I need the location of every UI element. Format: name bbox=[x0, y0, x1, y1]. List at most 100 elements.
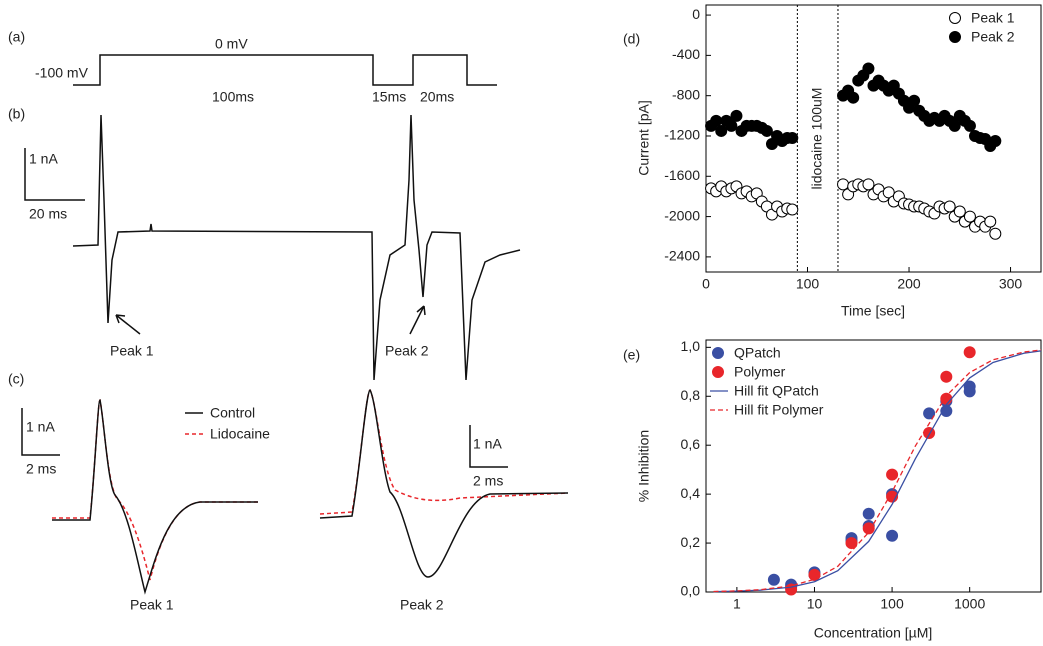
data-point bbox=[940, 370, 953, 383]
data-point bbox=[886, 529, 899, 542]
scale-bar bbox=[21, 408, 60, 456]
control-trace bbox=[319, 389, 569, 578]
scale-bar bbox=[24, 148, 85, 201]
y-axis-title: Current [pA] bbox=[636, 100, 652, 175]
data-point bbox=[710, 114, 723, 127]
duration-label: 100ms bbox=[212, 89, 254, 105]
data-point bbox=[862, 522, 875, 535]
data-point bbox=[923, 407, 936, 420]
legend-marker bbox=[712, 347, 724, 359]
holding-label: -100 mV bbox=[35, 65, 89, 81]
y-tick-label: -400 bbox=[672, 46, 700, 62]
arrow bbox=[409, 305, 426, 335]
data-point bbox=[730, 109, 743, 122]
plot-frame bbox=[705, 339, 1042, 593]
duration-label: 20ms bbox=[420, 89, 454, 105]
scale-label: 1 nA bbox=[29, 151, 58, 167]
legend-label: Lidocaine bbox=[210, 426, 270, 442]
peak-label: Peak 1 bbox=[130, 597, 174, 613]
data-point bbox=[845, 537, 858, 550]
data-point bbox=[886, 468, 899, 481]
x-tick-label: 200 bbox=[897, 276, 921, 292]
y-tick-label: -2000 bbox=[664, 207, 700, 223]
peak-label: Peak 1 bbox=[110, 343, 154, 359]
data-point bbox=[963, 210, 976, 223]
scale-label: 20 ms bbox=[29, 206, 67, 222]
scale-bar bbox=[469, 425, 508, 468]
y-tick-label: -2400 bbox=[664, 248, 700, 264]
step-label: 0 mV bbox=[215, 36, 248, 52]
data-point bbox=[862, 507, 875, 520]
data-point bbox=[725, 119, 738, 132]
scale-label: 2 ms bbox=[26, 461, 56, 477]
legend-label: QPatch bbox=[734, 345, 781, 361]
x-tick-label: 10 bbox=[807, 596, 823, 612]
legend-label: Polymer bbox=[734, 364, 786, 380]
data-point bbox=[786, 131, 799, 144]
panel-label: (c) bbox=[8, 371, 24, 387]
legend-marker bbox=[712, 366, 724, 378]
data-point bbox=[837, 178, 850, 191]
data-point bbox=[862, 178, 875, 191]
legend-label: Control bbox=[210, 405, 255, 421]
data-point bbox=[908, 94, 921, 107]
data-point bbox=[989, 135, 1002, 148]
data-point bbox=[760, 124, 773, 137]
x-tick-label: 1 bbox=[733, 596, 741, 612]
y-tick-label: -800 bbox=[672, 86, 700, 102]
data-point bbox=[943, 200, 956, 213]
fit-line bbox=[713, 349, 1042, 593]
legend-label: Peak 2 bbox=[971, 29, 1015, 45]
data-point bbox=[882, 186, 895, 199]
y-tick-label: 0 bbox=[692, 6, 700, 22]
peak-label: Peak 2 bbox=[400, 597, 444, 613]
data-point bbox=[862, 62, 875, 75]
y-tick-label: 0,6 bbox=[681, 436, 701, 452]
data-point bbox=[715, 124, 728, 137]
y-axis-title: % Inhibition bbox=[636, 430, 652, 502]
arrow bbox=[115, 314, 141, 335]
x-tick-label: 100 bbox=[796, 276, 820, 292]
data-point bbox=[963, 119, 976, 132]
scale-label: 1 nA bbox=[473, 436, 502, 452]
panel-label: (e) bbox=[623, 347, 640, 363]
scale-label: 2 ms bbox=[473, 473, 503, 489]
data-point bbox=[984, 215, 997, 228]
legend-label: Peak 1 bbox=[971, 10, 1015, 26]
protocol-trace bbox=[73, 54, 497, 86]
data-point bbox=[948, 119, 961, 132]
y-tick-label: -1600 bbox=[664, 167, 700, 183]
scale-label: 1 nA bbox=[26, 419, 55, 435]
data-point bbox=[953, 205, 966, 218]
x-axis-title: Time [sec] bbox=[841, 303, 905, 319]
legend-label: Hill fit Polymer bbox=[734, 402, 824, 418]
data-point bbox=[989, 227, 1002, 240]
data-point bbox=[963, 346, 976, 359]
data-point bbox=[808, 568, 821, 581]
legend-label: Hill fit QPatch bbox=[734, 383, 819, 399]
x-tick-label: 300 bbox=[999, 276, 1023, 292]
panel-label: (b) bbox=[8, 106, 25, 122]
y-tick-label: 0,8 bbox=[681, 387, 701, 403]
y-tick-label: 1,0 bbox=[681, 338, 701, 354]
data-point bbox=[767, 573, 780, 586]
lidocaine-trace bbox=[319, 389, 569, 515]
data-point bbox=[963, 385, 976, 398]
panel-label: (d) bbox=[623, 31, 640, 47]
data-point bbox=[786, 203, 799, 216]
x-tick-label: 1000 bbox=[954, 596, 985, 612]
current-trace bbox=[72, 114, 521, 381]
panel-label: (a) bbox=[8, 29, 25, 45]
control-trace bbox=[52, 399, 258, 595]
plot-frame bbox=[705, 4, 1042, 273]
y-tick-label: 0,2 bbox=[681, 534, 701, 550]
x-tick-label: 100 bbox=[880, 596, 904, 612]
x-tick-label: 0 bbox=[702, 276, 710, 292]
y-tick-label: -1200 bbox=[664, 127, 700, 143]
y-tick-label: 0,0 bbox=[681, 583, 701, 599]
duration-label: 15ms bbox=[372, 89, 406, 105]
y-tick-label: 0,4 bbox=[681, 485, 701, 501]
annotation: lidocaine 100uM bbox=[808, 88, 824, 190]
legend-marker bbox=[949, 12, 961, 24]
